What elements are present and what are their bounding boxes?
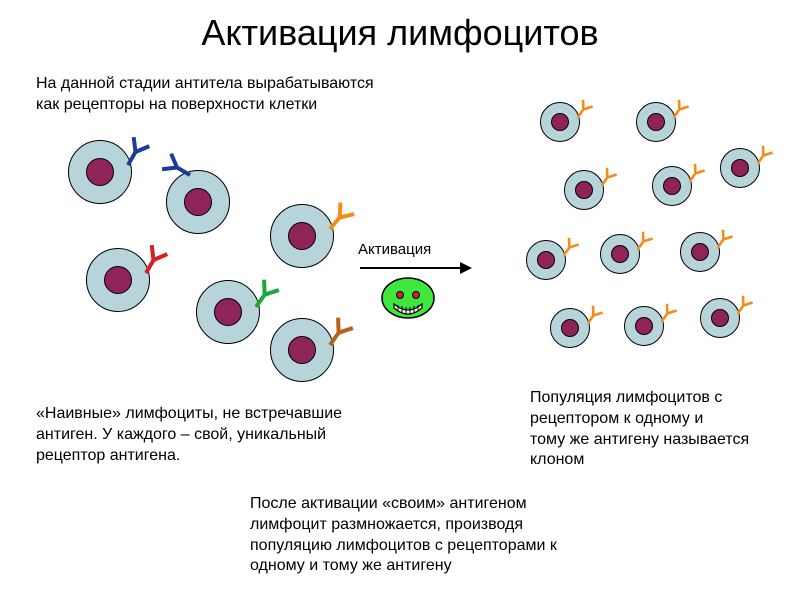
caption-clone: Популяция лимфоцитов с рецептором к одно… [530, 388, 749, 471]
caption-clone-l4: клоном [530, 450, 749, 471]
caption-clone-l1: Популяция лимфоцитов с [530, 388, 749, 409]
lymphocyte-cell [636, 102, 676, 142]
lymphocyte-cell [196, 280, 260, 344]
lymphocyte-cell [68, 140, 132, 204]
caption-after-l4: одному и тому же антигену [250, 556, 557, 577]
caption-naive-l3: рецептор антигена. [36, 446, 342, 467]
lymphocyte-cell [270, 204, 334, 268]
caption-after: После активации «своим» антигеном лимфоц… [250, 494, 557, 577]
lymphocyte-cell [550, 308, 590, 348]
caption-clone-l2: рецептором к одному и [530, 409, 749, 430]
activation-label: Активация [358, 240, 431, 260]
lymphocyte-cell [680, 232, 720, 272]
subtitle-block: На данной стадии антитела вырабатываются… [36, 74, 374, 116]
lymphocyte-cell [652, 166, 692, 206]
diagram-title: Активация лимфоцитов [0, 12, 800, 54]
caption-naive-l2: антиген. У каждого – свой, уникальный [36, 425, 342, 446]
caption-naive: «Наивные» лимфоциты, не встречавшие анти… [36, 404, 342, 466]
lymphocyte-cell [600, 234, 640, 274]
caption-after-l3: популяцию лимфоцитов с рецепторами к [250, 536, 557, 557]
caption-after-l1: После активации «своим» антигеном [250, 494, 557, 515]
caption-after-l2: лимфоцит размножается, производя [250, 515, 557, 536]
lymphocyte-cell [540, 102, 580, 142]
lymphocyte-cell [166, 170, 230, 234]
lymphocyte-cell [270, 318, 334, 382]
caption-naive-l1: «Наивные» лимфоциты, не встречавшие [36, 404, 342, 425]
lymphocyte-cell [526, 240, 566, 280]
lymphocyte-cell [564, 170, 604, 210]
lymphocyte-cell [624, 306, 664, 346]
title-text: Активация лимфоцитов [201, 12, 598, 53]
activation-label-text: Активация [358, 241, 431, 258]
subtitle-line1: На данной стадии антитела вырабатываются [36, 74, 374, 95]
antigen-icon [382, 278, 434, 333]
caption-clone-l3: тому же антигену называется [530, 430, 749, 451]
subtitle-line2: как рецепторы на поверхности клетки [36, 95, 374, 116]
lymphocyte-cell [720, 148, 760, 188]
lymphocyte-cell [86, 248, 150, 312]
lymphocyte-cell [700, 298, 740, 338]
